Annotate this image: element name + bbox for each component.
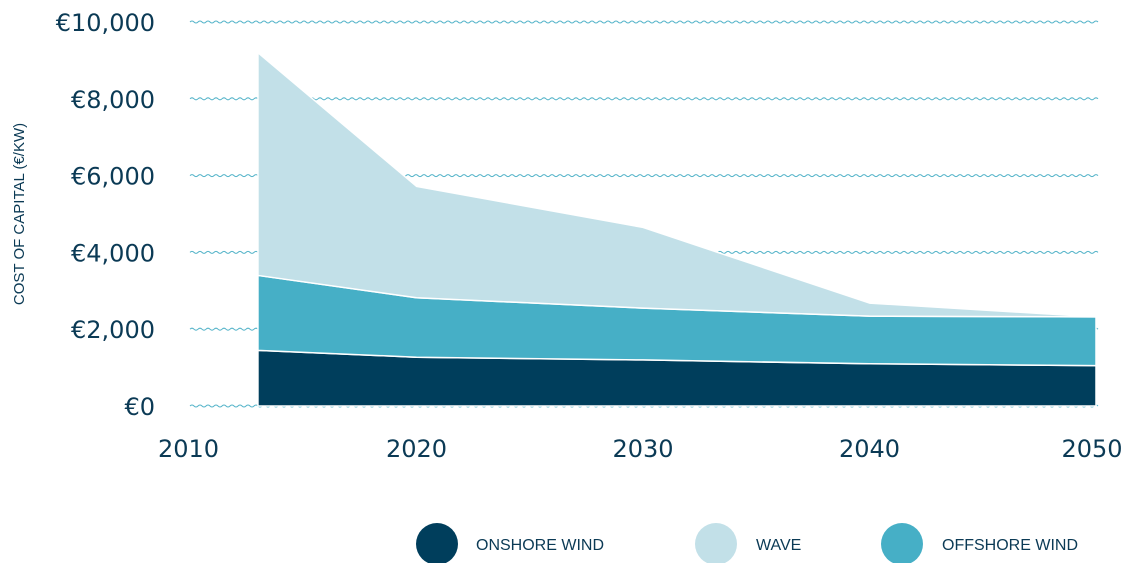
legend-label-wave: WAVE	[756, 537, 801, 554]
y-tick-label: €0	[124, 393, 155, 421]
y-tick-label: €6,000	[71, 163, 155, 191]
legend-swatch-wave	[695, 523, 737, 563]
legend-swatch-onshore-wind	[416, 523, 458, 563]
x-axis-tick-labels: 2010 2020 2030 2040 2050	[158, 435, 1123, 463]
y-tick-label: €2,000	[71, 316, 155, 344]
y-axis-label: COST OF CAPITAL (€/KW)	[11, 123, 28, 305]
x-tick-label: 2030	[612, 435, 673, 463]
series-areas	[257, 51, 1097, 407]
legend-label-offshore-wind: OFFSHORE WIND	[942, 537, 1078, 554]
x-tick-label: 2050	[1061, 435, 1122, 463]
y-tick-label: €8,000	[71, 86, 155, 114]
y-axis-tick-labels: €0 €2,000 €4,000 €6,000 €8,000 €10,000	[56, 9, 155, 421]
gridline	[189, 20, 1099, 24]
x-tick-label: 2040	[839, 435, 900, 463]
legend-label-onshore-wind: ONSHORE WIND	[476, 537, 604, 554]
x-tick-label: 2010	[158, 435, 219, 463]
gridline	[189, 97, 1099, 101]
legend-swatch-offshore-wind	[881, 523, 923, 563]
y-tick-label: €4,000	[71, 239, 155, 267]
x-tick-label: 2020	[386, 435, 447, 463]
area-wave	[257, 51, 1097, 318]
legend: ONSHORE WIND WAVE OFFSHORE WIND	[416, 523, 1078, 563]
y-tick-label: €10,000	[56, 9, 155, 37]
